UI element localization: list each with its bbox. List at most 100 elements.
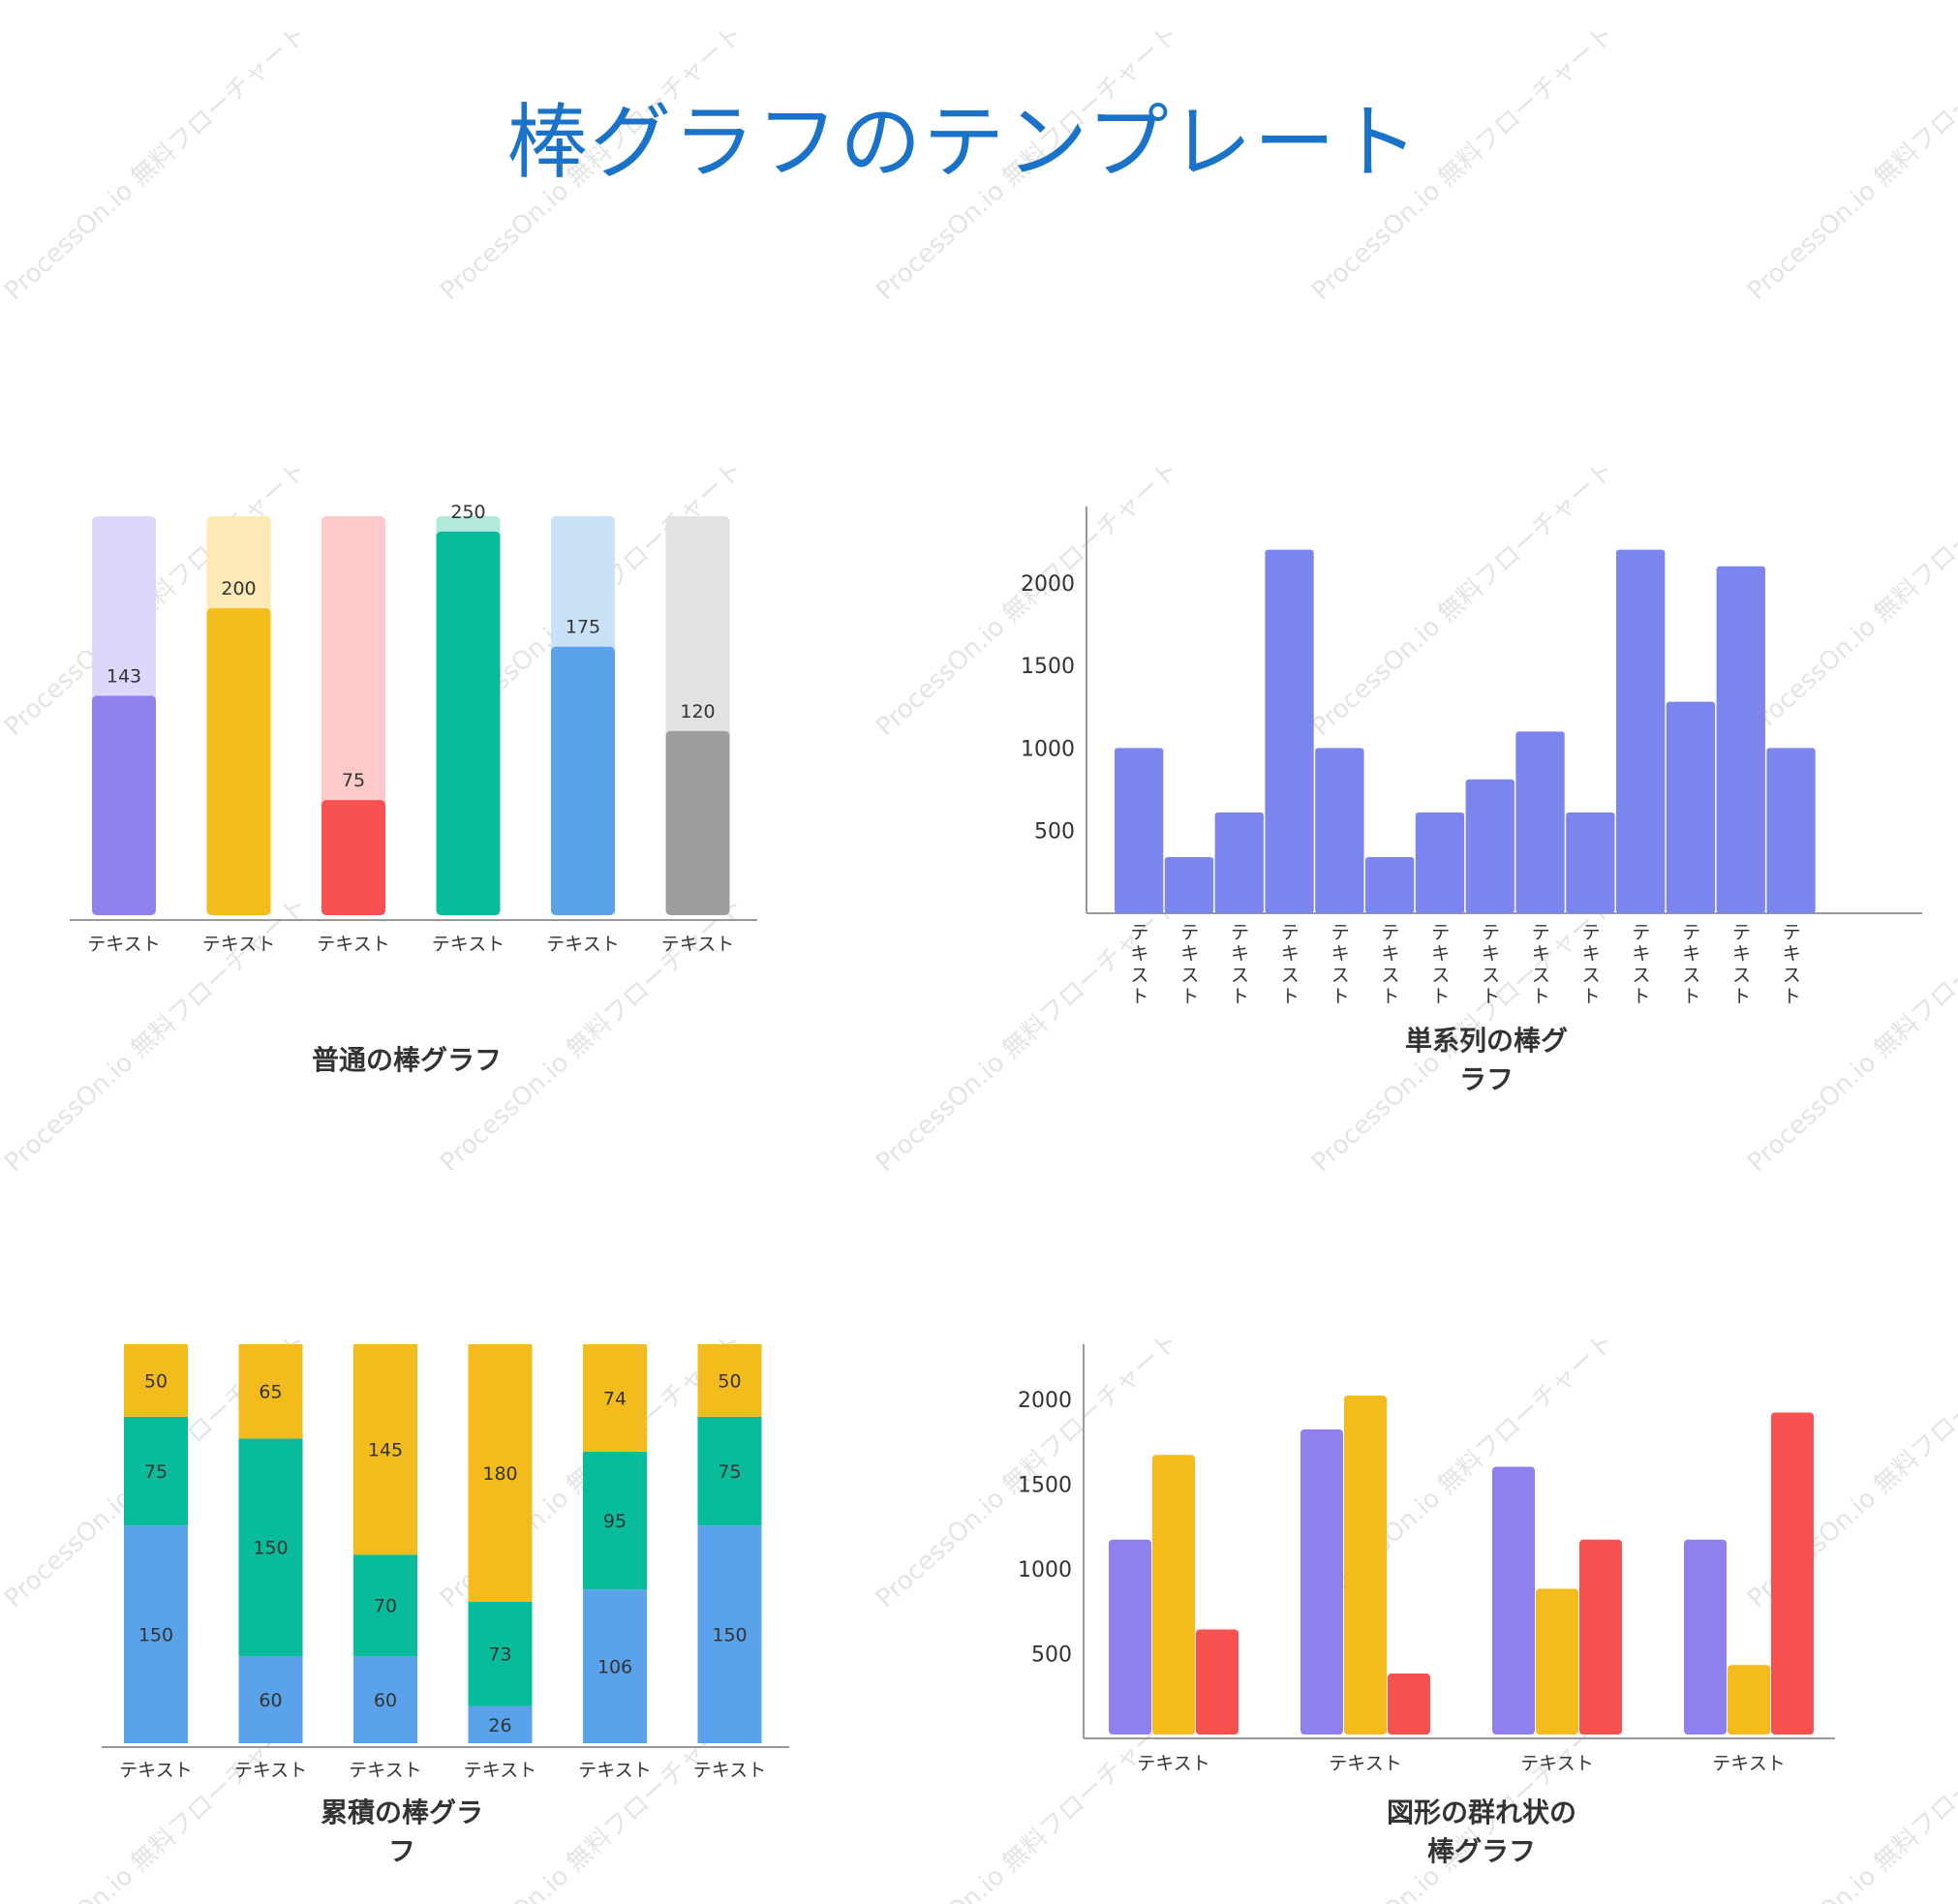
x-tick-label: テキスト [1520, 1753, 1593, 1774]
bar-segment [124, 1416, 188, 1526]
bar [551, 646, 615, 915]
data-label: 26 [488, 1715, 511, 1736]
x-tick-label: テキスト [87, 934, 160, 955]
x-tick-label: テキスト [464, 1760, 536, 1781]
x-tick-label: テキスト [1281, 922, 1300, 1007]
bar [1152, 1455, 1195, 1735]
bar-segment [353, 1656, 417, 1743]
y-tick-label: 500 [1031, 1643, 1072, 1668]
data-label: 143 [107, 665, 141, 687]
y-tick-label: 2000 [1018, 1389, 1072, 1413]
x-tick-label: テキスト [1582, 922, 1601, 1007]
bar [1300, 1429, 1343, 1735]
data-label: 120 [680, 701, 715, 722]
x-tick-label: テキスト [202, 934, 275, 955]
x-tick-label: テキスト [1632, 922, 1650, 1007]
data-label: 75 [718, 1461, 741, 1483]
data-label: 75 [342, 770, 365, 791]
y-tick-label: 500 [1034, 820, 1075, 845]
bar-segment [124, 1525, 188, 1743]
data-label: 65 [259, 1382, 282, 1403]
stacked-bar-chart: 150 75 50 テキスト 60 150 65 テキスト 60 70 145 テキスト 26 73 180… [102, 1344, 789, 1781]
x-tick-label: テキスト [578, 1760, 651, 1781]
bar [1365, 856, 1415, 913]
bar [206, 608, 271, 915]
page-title: 棒グラフのテンプレート [506, 95, 1421, 190]
bar-segment [468, 1601, 533, 1706]
x-tick-label: テキスト [1712, 1753, 1785, 1774]
x-tick-label: テキスト [432, 934, 505, 955]
data-label: 200 [221, 578, 256, 599]
single-series-bar-chart: 500 1000 1500 2000 テキスト テキスト テキスト テキスト テキスト テキスト テ… [1021, 507, 1922, 1007]
data-label: 73 [488, 1644, 511, 1666]
bar-segment [353, 1554, 417, 1657]
bar [1196, 1629, 1239, 1735]
x-tick-label: テキスト [693, 1760, 766, 1781]
x-tick-label: テキスト [1732, 922, 1751, 1007]
bar [665, 730, 730, 915]
x-tick-label: テキスト [1431, 922, 1450, 1007]
x-tick-label: テキスト [1231, 922, 1249, 1007]
x-tick-label: テキスト [349, 1760, 421, 1781]
data-label: 150 [712, 1625, 747, 1646]
x-tick-label: テキスト [546, 934, 619, 955]
y-tick-label: 2000 [1021, 572, 1075, 597]
bar [1388, 1674, 1430, 1735]
bar-segment [697, 1344, 762, 1417]
data-label: 250 [450, 502, 485, 523]
y-tick-label: 1500 [1021, 655, 1075, 679]
data-label: 175 [566, 617, 600, 638]
bar [321, 800, 385, 915]
bar [1579, 1539, 1622, 1735]
bar [1492, 1466, 1535, 1735]
bar [1666, 701, 1716, 913]
bar [1315, 748, 1364, 913]
data-label: 70 [374, 1596, 397, 1617]
bar [1344, 1396, 1387, 1735]
x-tick-label: テキスト [1180, 922, 1199, 1007]
bar-segment [583, 1344, 647, 1452]
bar [92, 695, 156, 915]
data-label: 106 [597, 1657, 632, 1678]
bar-segment [124, 1344, 188, 1417]
bar [1566, 812, 1615, 913]
x-tick-label: テキスト [1329, 1753, 1401, 1774]
x-tick-label: テキスト [1137, 1753, 1209, 1774]
bar-segment [697, 1416, 762, 1526]
data-label: 75 [144, 1461, 168, 1483]
bar [436, 531, 501, 915]
bar [1115, 748, 1164, 913]
data-label: 50 [718, 1370, 741, 1392]
bar [1684, 1539, 1727, 1735]
bar-segment [468, 1705, 533, 1743]
x-tick-label: テキスト [1130, 922, 1148, 1007]
x-tick-label: テキスト [661, 934, 734, 955]
data-label: 60 [374, 1690, 397, 1711]
regular-bar-chart-title: 普通の棒グラフ [311, 1044, 502, 1076]
data-label: 60 [259, 1690, 282, 1711]
y-tick-label: 1000 [1018, 1558, 1072, 1582]
data-label: 150 [253, 1538, 288, 1559]
bar [1214, 812, 1264, 913]
x-tick-label: テキスト [1682, 922, 1700, 1007]
x-tick-label: テキスト [234, 1760, 307, 1781]
x-tick-label: テキスト [119, 1760, 192, 1781]
data-label: 145 [368, 1440, 403, 1461]
bar-segment [583, 1589, 647, 1743]
bar-segment [697, 1525, 762, 1743]
bar [1465, 779, 1514, 913]
x-tick-label: テキスト [1331, 922, 1350, 1007]
bar [1716, 566, 1765, 913]
bar [1164, 856, 1214, 913]
bar-segment [238, 1438, 303, 1657]
bar [1616, 549, 1666, 913]
single-series-bar-chart-title: 単系列の棒グラフ [1404, 1025, 1568, 1095]
bar-segment [238, 1656, 303, 1743]
y-tick-label: 1500 [1018, 1474, 1072, 1498]
bar [1771, 1412, 1814, 1735]
bar [1515, 731, 1565, 913]
bar-segment [353, 1344, 417, 1555]
x-tick-label: テキスト [317, 934, 389, 955]
data-label: 74 [603, 1388, 627, 1409]
data-label: 150 [138, 1625, 173, 1646]
